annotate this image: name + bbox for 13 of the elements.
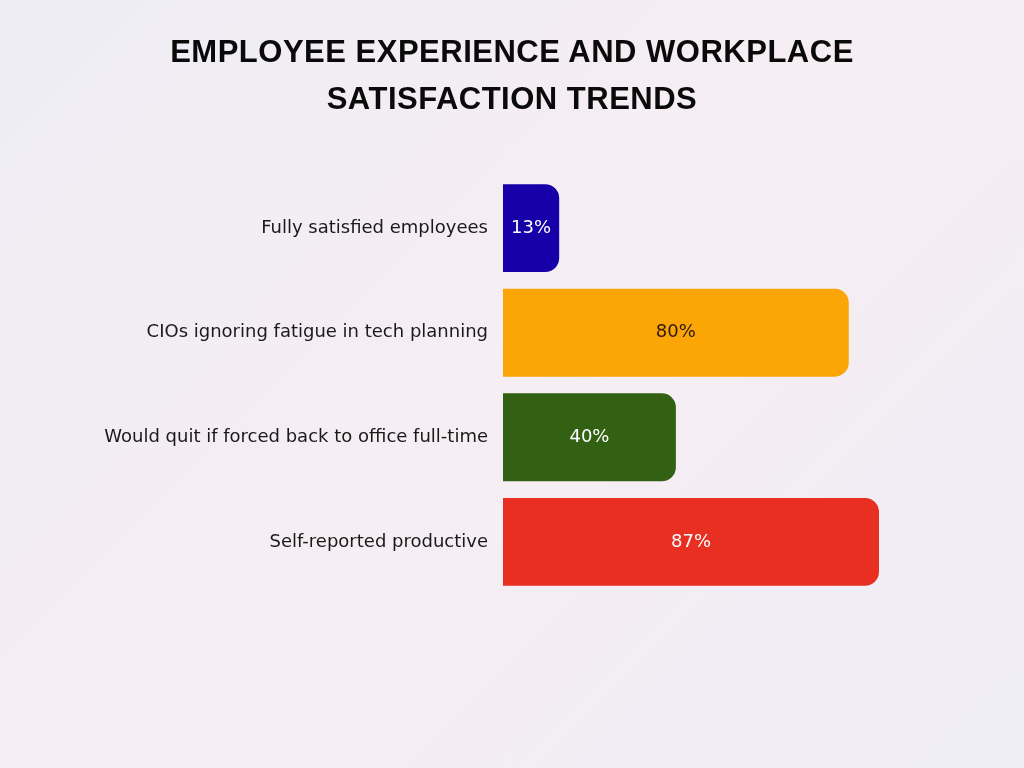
data-label: 13%	[511, 215, 552, 237]
data-label: 87%	[670, 529, 712, 551]
y-tick-label: CIOs ignoring fatigue in tech planning	[146, 320, 488, 342]
y-tick-label: Fully satisfied employees	[261, 215, 488, 237]
chart-title: EMPLOYEE EXPERIENCE AND WORKPLACE SATISFACTION TRENDS	[169, 33, 855, 118]
data-label: 40%	[569, 424, 610, 446]
bar	[503, 497, 879, 586]
bar	[503, 393, 676, 482]
bar	[503, 288, 849, 377]
bar	[503, 184, 560, 273]
data-label: 80%	[655, 320, 696, 342]
y-tick-label: Self-reported productive	[269, 529, 488, 551]
y-tick-label: Would quit if forced back to office full-time	[104, 424, 488, 446]
